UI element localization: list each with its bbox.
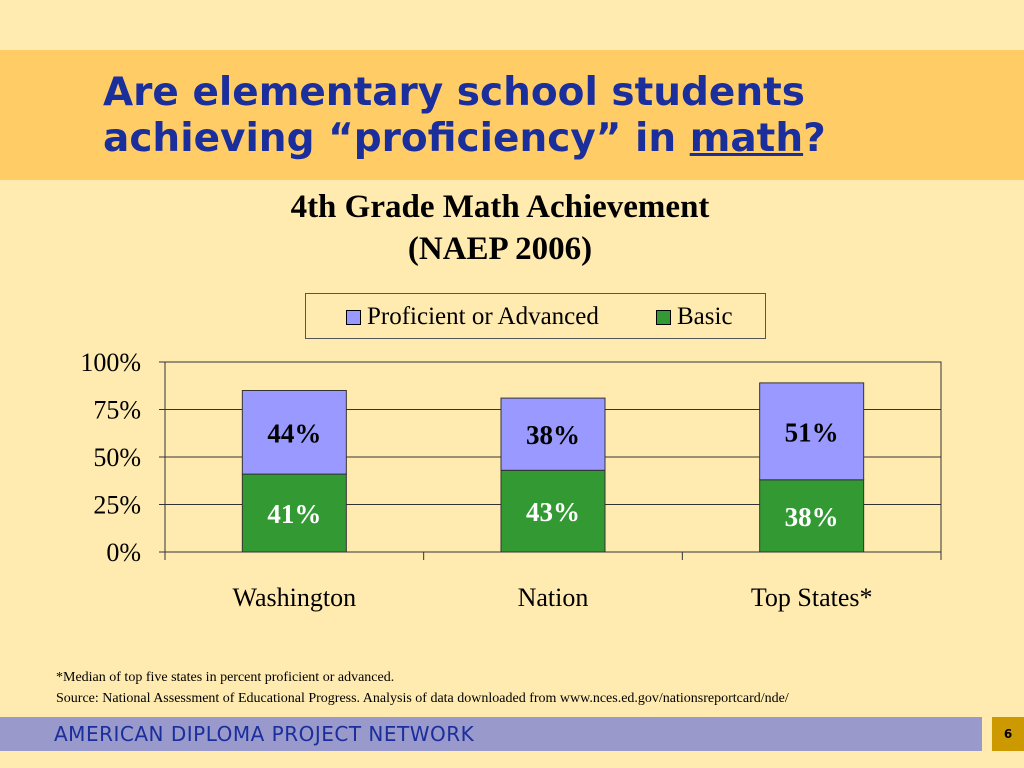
bar-proficient-1 [500,397,606,471]
chart-title-block: 4th Grade Math Achievement (NAEP 2006) [0,186,1000,270]
y-tick-label: 50% [93,443,141,472]
title-underlined-word: math [689,116,804,161]
bar-proficient-0 [241,390,347,475]
page-number: 6 [992,717,1024,751]
data-label: 43% [526,497,580,527]
footnote-source: Source: National Assessment of Education… [56,691,789,706]
footer-bar [0,717,982,751]
data-label: 38% [785,502,839,532]
legend-entry-basic: Basic [656,303,733,331]
title-band [0,50,1024,180]
y-tick-label: 100% [80,348,141,377]
slide-title: Are elementary school students achieving… [103,70,826,162]
data-label: 44% [267,418,321,448]
x-category-label: Nation [518,583,589,612]
y-tick-label: 0% [106,538,141,567]
y-tick-label: 75% [93,396,141,425]
x-category-label: Washington [233,583,357,612]
chart-title: 4th Grade Math Achievement [290,189,710,225]
bar-basic-0 [241,473,347,553]
footnote-median: *Median of top five states in percent pr… [56,670,395,685]
legend-swatch-proficient [346,309,361,325]
legend-label-basic: Basic [677,303,733,330]
legend-swatch-basic [656,309,671,325]
title-line-1: Are elementary school students [103,70,805,115]
stacked-bar-chart: 0% 25% 50% 75% 100% 41% 44% Washington 43% 38% Nat… [80,348,942,612]
title-line-2-suffix: ? [803,116,826,161]
chart-legend: Proficient or Advanced Basic [305,293,766,339]
chart-subtitle: (NAEP 2006) [407,231,593,267]
legend-label-proficient: Proficient or Advanced [367,303,599,330]
data-label: 51% [785,417,839,447]
title-line-2-prefix: achieving “proficiency” in [103,116,690,161]
bar-basic-2 [759,479,865,553]
bar-proficient-2 [759,382,865,481]
footer-organization: AMERICAN DIPLOMA PROJECT NETWORK [54,722,475,746]
legend-entry-proficient: Proficient or Advanced [346,303,599,331]
data-label: 41% [267,499,321,529]
data-label: 38% [526,420,580,450]
bar-basic-1 [500,469,606,553]
x-category-label: Top States* [751,583,873,612]
y-tick-label: 25% [93,491,141,520]
